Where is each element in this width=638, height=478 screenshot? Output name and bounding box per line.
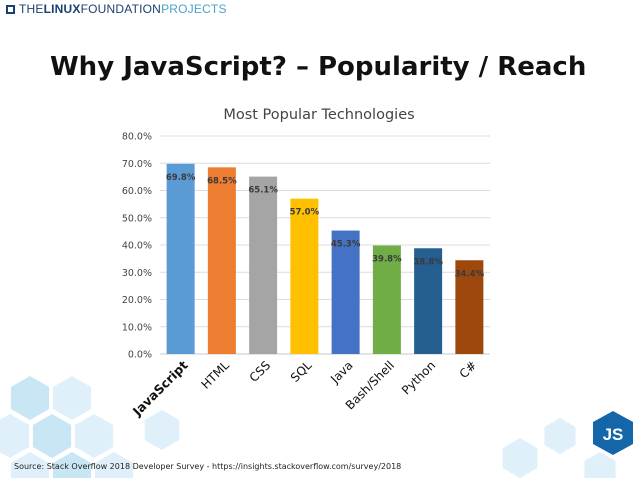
chart-title: Most Popular Technologies — [223, 107, 415, 123]
decorative-hexagon — [584, 452, 616, 478]
slide-title: Why JavaScript? – Popularity / Reach — [50, 52, 587, 82]
y-tick-label: 60.0% — [122, 186, 152, 197]
logo-text: THELINUXFOUNDATIONPROJECTS — [19, 2, 227, 16]
y-tick-label: 80.0% — [122, 132, 152, 143]
data-label: 65.1% — [248, 186, 278, 196]
data-label: 45.3% — [331, 240, 361, 250]
bar — [455, 260, 484, 354]
decorative-hexagon — [502, 438, 538, 478]
x-tick-label: C# — [457, 358, 480, 381]
decorative-hexagon — [32, 414, 72, 458]
y-tick-label: 40.0% — [122, 241, 152, 252]
logo-square-icon — [6, 4, 15, 14]
bar — [372, 245, 401, 354]
decorative-hexagon — [10, 376, 50, 420]
linux-foundation-logo: THELINUXFOUNDATIONPROJECTS — [6, 2, 227, 16]
decorative-hexagon — [10, 452, 50, 478]
x-tick-label: CSS — [247, 358, 274, 385]
y-tick-label: 20.0% — [122, 295, 152, 306]
js-badge-text: JS — [603, 425, 624, 444]
bar — [290, 198, 319, 354]
decorative-hexagon — [52, 452, 92, 478]
decorative-hexagon — [544, 418, 576, 454]
x-tick-label: SQL — [288, 358, 315, 385]
decorative-hexagon — [94, 452, 134, 478]
y-tick-label: 70.0% — [122, 159, 152, 170]
bar — [414, 248, 443, 354]
x-tick-label: HTML — [198, 358, 232, 392]
decorative-hexagon — [52, 376, 92, 420]
y-tick-label: 50.0% — [122, 213, 152, 224]
data-label: 34.4% — [455, 269, 485, 279]
data-label: 69.8% — [166, 173, 196, 183]
js-badge-icon: JS — [593, 411, 633, 455]
bar — [207, 167, 236, 354]
bar — [166, 163, 195, 354]
x-tick-label: Python — [399, 358, 438, 397]
x-tick-label: Java — [327, 358, 356, 387]
source-citation: Source: Stack Overflow 2018 Developer Su… — [14, 462, 402, 471]
y-tick-label: 30.0% — [122, 268, 152, 279]
decorative-hexagon — [144, 410, 180, 450]
decorative-hexagon — [74, 414, 114, 458]
bar — [249, 176, 278, 354]
y-tick-label: 0.0% — [128, 350, 152, 361]
decorative-hexagon — [0, 414, 30, 458]
data-label: 68.5% — [207, 176, 237, 186]
data-label: 38.8% — [413, 257, 443, 267]
bar — [331, 230, 360, 354]
x-tick-label: JavaScript — [129, 358, 191, 420]
y-tick-label: 10.0% — [122, 322, 152, 333]
data-label: 57.0% — [290, 208, 320, 218]
data-label: 39.8% — [372, 255, 402, 265]
